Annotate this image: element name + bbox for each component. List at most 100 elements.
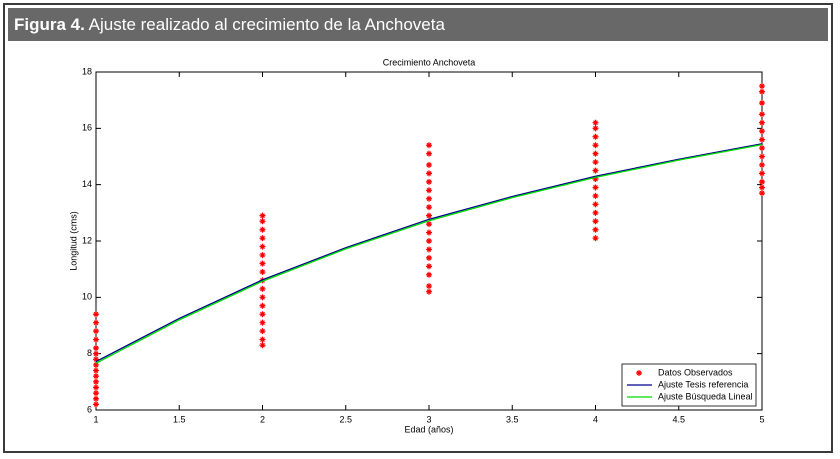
- data-point: [759, 170, 765, 177]
- data-point: [759, 83, 765, 90]
- data-point: [93, 390, 99, 397]
- fit-line: [95, 144, 763, 364]
- data-point: [259, 311, 266, 318]
- data-point: [259, 226, 266, 233]
- data-point: [759, 184, 765, 191]
- y-tick-label: 14: [82, 179, 92, 189]
- data-point: [93, 378, 99, 385]
- figure-header: Figura 4. Ajuste realizado al crecimient…: [8, 8, 828, 41]
- y-tick-label: 12: [82, 235, 92, 245]
- data-point: [759, 128, 765, 135]
- legend-label: Datos Observados: [658, 367, 733, 377]
- y-axis-label: Longitud (cms): [68, 211, 78, 271]
- data-point: [426, 150, 432, 157]
- data-point: [426, 187, 432, 194]
- figure-title: Ajuste realizado al crecimiento de la An…: [88, 15, 445, 34]
- data-point: [592, 226, 599, 233]
- data-point: [759, 111, 765, 118]
- data-point: [592, 167, 599, 174]
- data-point: [426, 254, 432, 261]
- data-point: [426, 221, 432, 228]
- data-point: [93, 361, 99, 368]
- data-point: [592, 201, 599, 208]
- fit-line: [95, 143, 763, 363]
- data-point: [592, 235, 599, 242]
- data-point: [592, 125, 599, 132]
- data-point: [592, 192, 599, 199]
- data-point: [259, 319, 266, 326]
- data-point: [426, 246, 432, 253]
- data-point: [759, 190, 765, 197]
- x-tick-label: 1: [93, 414, 98, 424]
- data-point: [592, 159, 599, 166]
- data-point: [592, 133, 599, 140]
- data-point: [426, 283, 432, 290]
- data-point: [592, 218, 599, 225]
- x-tick-label: 3: [426, 414, 431, 424]
- y-tick-label: 16: [82, 123, 92, 133]
- data-point: [592, 176, 599, 183]
- x-tick-label: 4.5: [672, 414, 685, 424]
- data-point: [426, 178, 432, 185]
- legend-marker: [636, 370, 642, 376]
- data-point: [426, 161, 432, 168]
- x-tick-label: 1.5: [173, 414, 186, 424]
- data-point: [592, 119, 599, 126]
- data-point: [259, 252, 266, 259]
- data-point: [592, 209, 599, 216]
- y-tick-label: 8: [87, 348, 92, 358]
- data-point: [259, 336, 266, 343]
- data-point: [426, 238, 432, 244]
- data-point: [759, 145, 765, 152]
- data-point: [259, 235, 266, 242]
- data-point: [426, 271, 432, 278]
- data-point: [426, 263, 432, 270]
- data-point: [93, 373, 99, 380]
- data-point: [93, 367, 99, 374]
- data-point: [259, 212, 266, 219]
- x-axis-label: Edad (años): [404, 424, 453, 434]
- x-tick-label: 2.5: [339, 414, 352, 424]
- x-tick-label: 3.5: [506, 414, 519, 424]
- data-point: [93, 319, 99, 326]
- data-point: [93, 356, 99, 363]
- figure-label: Figura 4.: [14, 15, 85, 34]
- data-point: [93, 401, 99, 408]
- data-point: [93, 345, 99, 352]
- data-point: [426, 212, 432, 219]
- data-point: [93, 328, 99, 335]
- y-tick-label: 10: [82, 292, 92, 302]
- data-point: [759, 161, 765, 168]
- data-point: [259, 285, 266, 292]
- data-point: [426, 142, 432, 149]
- figure-frame: Figura 4. Ajuste realizado al crecimient…: [3, 3, 833, 453]
- data-point: [93, 395, 99, 402]
- data-point: [759, 178, 765, 185]
- data-point: [759, 88, 765, 95]
- data-point: [259, 342, 266, 349]
- data-point: [259, 328, 266, 335]
- y-tick-label: 18: [82, 66, 92, 76]
- legend-label: Ajuste Tesis referencia: [658, 379, 748, 389]
- data-point: [259, 260, 266, 267]
- chart-title: Crecimiento Anchoveta: [383, 57, 476, 67]
- data-point: [759, 153, 765, 160]
- data-point: [592, 150, 599, 157]
- data-point: [93, 311, 99, 318]
- data-point: [259, 268, 266, 275]
- legend-label: Ajuste Búsqueda Lineal: [658, 391, 753, 401]
- data-point: [259, 302, 266, 309]
- x-tick-label: 5: [759, 414, 764, 424]
- data-point: [93, 336, 99, 343]
- data-point: [259, 218, 266, 225]
- x-tick-label: 4: [593, 414, 598, 424]
- data-point: [259, 294, 266, 301]
- data-point: [426, 170, 432, 177]
- y-tick-label: 6: [87, 404, 92, 414]
- data-point: [759, 119, 765, 126]
- data-point: [592, 184, 599, 191]
- data-point: [259, 243, 266, 250]
- data-point: [426, 288, 432, 295]
